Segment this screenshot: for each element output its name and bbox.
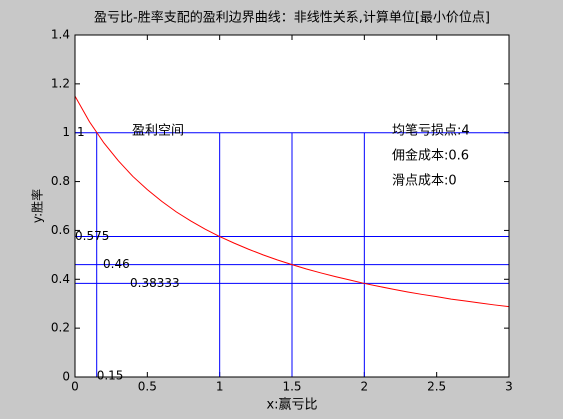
y-tick-label: 1	[62, 125, 70, 139]
y-tick-label: 0.4	[51, 272, 70, 286]
x-tick-label: 1	[216, 380, 224, 394]
y-axis-label: y:胜率	[30, 189, 45, 223]
y-tick-label: 0.2	[51, 321, 70, 335]
annotation: 均笔亏损点:4	[392, 123, 470, 139]
axes-box	[74, 34, 510, 378]
y-tick-label: 0	[62, 370, 70, 384]
x-tick-label: 2	[361, 380, 369, 394]
reference-label: 1	[77, 125, 85, 139]
reference-label: 0.575	[75, 229, 109, 243]
chart-title: 盈亏比-胜率支配的盈利边界曲线：非线性关系,计算单位[最小价位点]	[94, 10, 490, 26]
reference-label: 0.38333	[130, 276, 180, 290]
x-tick-label: 0.5	[138, 380, 157, 394]
x-axis-label: x:赢亏比	[266, 397, 317, 413]
y-tick-label: 1.2	[51, 76, 70, 90]
y-tick-label: 0.6	[51, 223, 70, 237]
reference-label: 0.46	[103, 257, 130, 271]
x-tick-label: 0	[71, 380, 79, 394]
annotation: 滑点成本:0	[392, 174, 457, 189]
data-line	[74, 95, 510, 308]
annotation: 盈利空间	[132, 124, 184, 139]
annotation: 佣金成本:0.6	[392, 148, 469, 164]
x-tick-label: 2.5	[427, 380, 446, 394]
x-tick-label: 1.5	[282, 380, 301, 394]
reference-label: 0.15	[97, 369, 124, 383]
x-tick-label: 3	[505, 380, 513, 394]
y-tick-label: 1.4	[51, 28, 70, 42]
y-tick-label: 0.8	[51, 174, 70, 188]
